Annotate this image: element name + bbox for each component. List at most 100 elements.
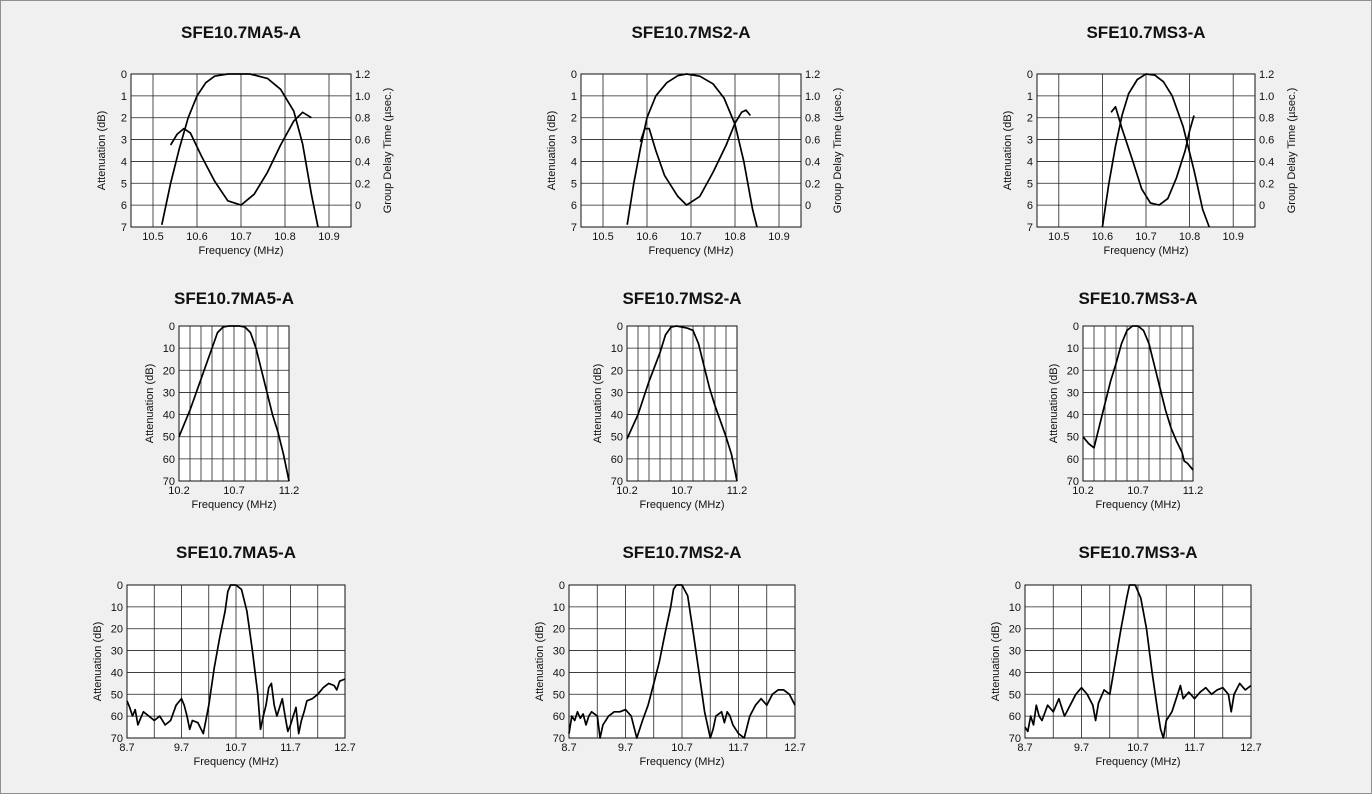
y-tick-label: 70 [111,733,123,745]
x-tick-label: 11.2 [279,485,300,497]
y-tick-label: 10 [553,602,565,614]
group-delay-curve [169,111,312,206]
x-tick-label: 10.6 [1092,231,1113,243]
x-tick-label: 10.9 [318,231,339,243]
y-tick-label: 0 [169,321,175,333]
y-tick-label: 60 [1067,454,1079,466]
y-tick-label: 30 [111,646,123,658]
x-tick-label: 11.2 [727,485,748,497]
y2-tick-label: 1.2 [355,69,370,81]
y2-tick-label: 0.2 [805,178,820,190]
y2-tick-label: 0.4 [1259,156,1274,168]
chart-title: SFE10.7MS2-A [622,543,741,562]
y-tick-label: 50 [553,689,565,701]
y-axis-label: Attenuation (dB) [592,364,604,444]
y2-axis-label: Group Delay Time (µsec.) [1286,88,1298,214]
y-tick-label: 50 [611,432,623,444]
attenuation-curve [178,325,290,482]
attenuation-curve [568,584,796,739]
chart-9: SFE10.7MS3-A 0 10 20 30 40 50 60 708.7 9.7 10.7 11.… [990,543,1262,768]
y-tick-label: 1 [121,91,127,103]
y-tick-label: 5 [121,178,127,190]
y-tick-label: 10 [611,343,623,355]
chart-3: SFE10.7MS3-A 0 1 2 3 4 5 6 7 1.2 1.0 0.8 0.6 0.4 0.2 0 1… [1002,23,1298,257]
x-tick-label: 10.7 [671,742,692,754]
y2-tick-label: 0.6 [1259,135,1274,147]
y-tick-label: 30 [1009,646,1021,658]
x-tick-label: 10.9 [768,231,789,243]
attenuation-curve [126,584,346,735]
y-axis-label: Attenuation (dB) [990,622,1002,702]
x-axis-label: Frequency (MHz) [640,756,725,768]
x-tick-label: 12.7 [334,742,355,754]
y-tick-label: 0 [117,580,123,592]
y-tick-label: 40 [1067,410,1079,422]
x-tick-label: 10.6 [636,231,657,243]
group-delay-curve [1110,105,1195,206]
y-axis-label: Attenuation (dB) [534,622,546,702]
y2-axis-label: Group Delay Time (µsec.) [382,88,394,214]
y-tick-label: 30 [1067,387,1079,399]
x-axis-label: Frequency (MHz) [199,245,284,257]
y-tick-label: 2 [571,113,577,125]
y-axis-label: Attenuation (dB) [92,622,104,702]
x-tick-label: 9.7 [174,742,189,754]
chart-title: SFE10.7MA5-A [174,289,294,308]
y2-tick-label: 0.4 [805,156,820,168]
y2-tick-label: 0.8 [355,113,370,125]
chart-title: SFE10.7MA5-A [176,543,296,562]
y2-tick-label: 0.8 [805,113,820,125]
y-tick-label: 70 [1009,733,1021,745]
y-tick-label: 70 [611,476,623,488]
y-tick-label: 40 [111,667,123,679]
y-tick-label: 30 [163,387,175,399]
y-tick-label: 7 [121,222,127,234]
y-tick-label: 0 [1073,321,1079,333]
y-tick-label: 50 [1067,432,1079,444]
x-axis-label: Frequency (MHz) [1104,245,1189,257]
chart-8: SFE10.7MS2-A 0 10 20 30 40 50 60 708.7 9.7 10.7 11.… [534,543,806,768]
y-tick-label: 3 [121,135,127,147]
x-axis-label: Frequency (MHz) [640,499,725,511]
y-tick-label: 40 [163,410,175,422]
y-tick-label: 4 [571,156,577,168]
y-tick-label: 6 [571,200,577,212]
y-tick-label: 4 [1027,156,1033,168]
x-tick-label: 10.2 [1072,485,1093,497]
x-tick-label: 10.5 [592,231,613,243]
x-tick-label: 10.7 [1135,231,1156,243]
x-tick-label: 10.5 [1048,231,1069,243]
chart-title: SFE10.7MS2-A [622,289,741,308]
y-tick-label: 0 [1027,69,1033,81]
y-axis-label: Attenuation (dB) [144,364,156,444]
y-tick-label: 7 [1027,222,1033,234]
y-tick-label: 60 [611,454,623,466]
x-axis-label: Frequency (MHz) [649,245,734,257]
x-tick-label: 11.7 [728,742,749,754]
y-tick-label: 40 [553,667,565,679]
y-axis-label: Attenuation (dB) [1002,111,1014,191]
y-tick-label: 20 [611,365,623,377]
y-tick-label: 60 [1009,711,1021,723]
y-tick-label: 20 [1009,624,1021,636]
x-tick-label: 8.7 [119,742,134,754]
y-tick-label: 70 [553,733,565,745]
y-tick-label: 4 [121,156,127,168]
x-tick-label: 10.7 [680,231,701,243]
y-tick-label: 70 [1067,476,1079,488]
attenuation-curve [626,73,758,228]
y2-tick-label: 0 [805,200,811,212]
y-axis-label: Attenuation (dB) [96,111,108,191]
y-tick-label: 1 [1027,91,1033,103]
y-tick-label: 70 [163,476,175,488]
y2-tick-label: 1.0 [355,91,370,103]
x-tick-label: 8.7 [561,742,576,754]
group-delay-curve [639,109,752,206]
x-axis-label: Frequency (MHz) [194,756,279,768]
y-tick-label: 5 [1027,178,1033,190]
